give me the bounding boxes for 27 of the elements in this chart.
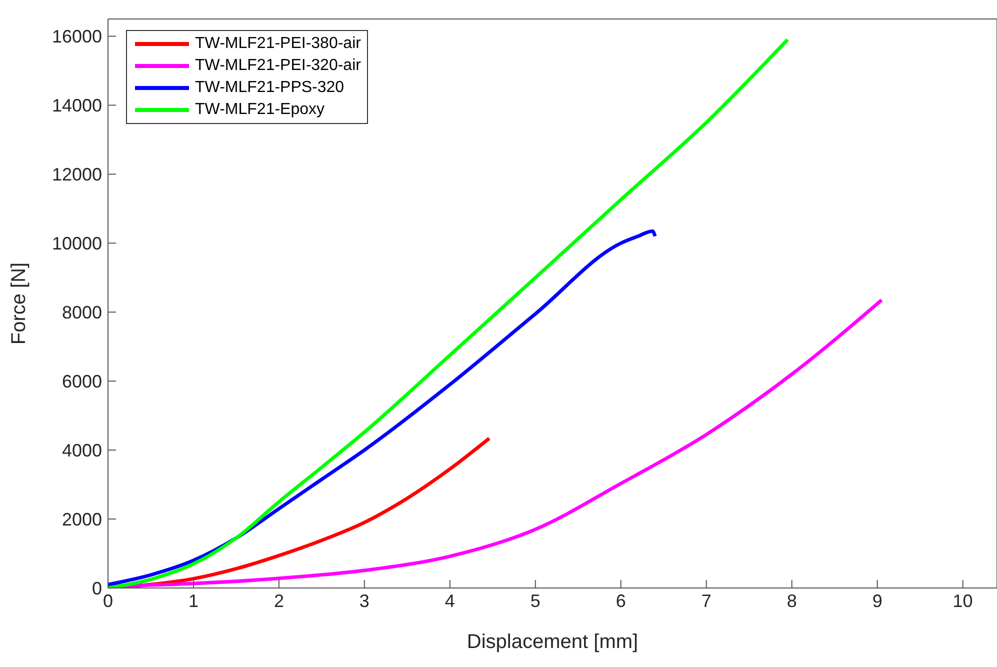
y-tick-label: 8000 <box>62 302 102 323</box>
legend-label: TW-MLF21-PEI-380-air <box>195 35 361 53</box>
x-tick-label: 9 <box>872 590 882 611</box>
x-tick-label: 4 <box>444 590 455 611</box>
y-tick-label: 2000 <box>62 509 102 530</box>
y-tick-label: 16000 <box>52 26 102 47</box>
x-tick-label: 6 <box>616 590 626 611</box>
y-tick-label: 12000 <box>52 164 102 185</box>
y-axis-title: Force [N] <box>8 262 30 345</box>
legend-label: TW-MLF21-Epoxy <box>195 101 325 119</box>
legend-label: TW-MLF21-PEI-320-air <box>195 57 361 75</box>
legend-label: TW-MLF21-PPS-320 <box>195 79 344 97</box>
y-tick-label: 10000 <box>52 234 102 254</box>
x-tick-label: 3 <box>359 590 370 611</box>
y-tick-label: 0 <box>92 578 102 598</box>
y-tick-label: 6000 <box>62 371 102 392</box>
y-tick-label: 14000 <box>52 96 102 116</box>
x-axis-title: Displacement [mm] <box>466 631 638 653</box>
y-tick-label: 4000 <box>62 440 102 460</box>
x-tick-label: 7 <box>701 590 712 611</box>
x-tick-label: 8 <box>786 590 797 611</box>
x-tick-label: 2 <box>274 590 284 611</box>
x-tick-label: 1 <box>188 590 198 611</box>
line-series <box>108 38 790 588</box>
x-tick-label: 10 <box>952 590 973 611</box>
line-series <box>108 229 657 586</box>
x-tick-label: 5 <box>530 590 540 611</box>
